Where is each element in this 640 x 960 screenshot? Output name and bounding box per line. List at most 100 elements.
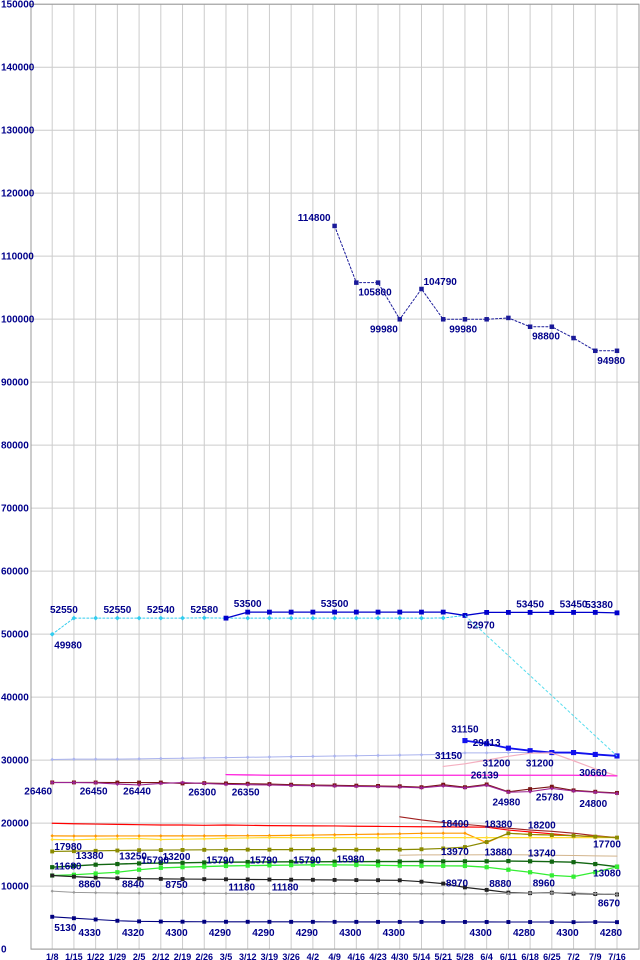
svg-text:53450: 53450 xyxy=(560,599,588,610)
svg-text:30000: 30000 xyxy=(1,756,29,767)
svg-text:104790: 104790 xyxy=(423,277,457,288)
svg-text:110000: 110000 xyxy=(1,252,34,263)
svg-text:50000: 50000 xyxy=(1,630,29,641)
svg-text:120000: 120000 xyxy=(1,189,35,200)
svg-text:2/12: 2/12 xyxy=(152,952,170,960)
svg-text:13380: 13380 xyxy=(76,851,104,862)
svg-text:31150: 31150 xyxy=(435,751,463,762)
svg-text:5/14: 5/14 xyxy=(413,952,431,960)
svg-text:40000: 40000 xyxy=(1,693,29,704)
svg-text:1/15: 1/15 xyxy=(65,952,83,960)
svg-text:53380: 53380 xyxy=(585,600,613,611)
svg-text:1/8: 1/8 xyxy=(46,952,59,960)
svg-text:53500: 53500 xyxy=(321,599,349,610)
svg-text:4280: 4280 xyxy=(513,928,536,939)
svg-text:90000: 90000 xyxy=(1,378,29,389)
svg-text:8670: 8670 xyxy=(598,898,621,909)
svg-text:60000: 60000 xyxy=(1,567,29,578)
svg-text:52580: 52580 xyxy=(190,605,218,616)
svg-text:3/12: 3/12 xyxy=(239,952,257,960)
svg-text:52550: 52550 xyxy=(103,605,131,616)
svg-text:20000: 20000 xyxy=(1,819,29,830)
svg-text:31200: 31200 xyxy=(482,759,510,770)
svg-text:98800: 98800 xyxy=(532,332,560,343)
svg-text:4300: 4300 xyxy=(165,928,188,939)
svg-text:4300: 4300 xyxy=(339,928,362,939)
svg-text:4300: 4300 xyxy=(556,928,579,939)
svg-text:11180: 11180 xyxy=(272,883,299,894)
svg-text:15790: 15790 xyxy=(206,856,234,867)
svg-text:8960: 8960 xyxy=(533,879,556,890)
svg-text:8880: 8880 xyxy=(489,879,512,890)
svg-text:4300: 4300 xyxy=(470,928,493,939)
svg-text:30660: 30660 xyxy=(579,768,607,779)
svg-text:29413: 29413 xyxy=(473,738,501,749)
svg-text:15980: 15980 xyxy=(337,854,365,865)
svg-text:26440: 26440 xyxy=(123,787,151,798)
svg-text:52970: 52970 xyxy=(467,620,495,631)
svg-text:18200: 18200 xyxy=(528,820,556,831)
svg-text:13970: 13970 xyxy=(441,847,469,858)
svg-text:13880: 13880 xyxy=(484,848,512,859)
svg-text:4290: 4290 xyxy=(252,928,275,939)
svg-text:99980: 99980 xyxy=(449,324,477,335)
svg-text:4/2: 4/2 xyxy=(307,952,320,960)
svg-text:4/9: 4/9 xyxy=(328,952,341,960)
svg-text:53500: 53500 xyxy=(234,599,262,610)
svg-text:140000: 140000 xyxy=(1,63,35,74)
svg-text:4330: 4330 xyxy=(79,928,102,939)
svg-text:80000: 80000 xyxy=(1,441,29,452)
svg-text:31200: 31200 xyxy=(526,759,554,770)
svg-text:13080: 13080 xyxy=(593,869,621,880)
svg-text:13200: 13200 xyxy=(163,852,191,863)
svg-text:24800: 24800 xyxy=(579,799,607,810)
svg-text:53450: 53450 xyxy=(516,599,544,610)
svg-text:18380: 18380 xyxy=(484,819,512,830)
svg-text:4/16: 4/16 xyxy=(348,952,366,960)
svg-text:8970: 8970 xyxy=(446,879,469,890)
svg-text:4/23: 4/23 xyxy=(369,952,387,960)
svg-text:3/5: 3/5 xyxy=(220,952,233,960)
svg-text:4290: 4290 xyxy=(296,928,319,939)
svg-text:4300: 4300 xyxy=(383,928,406,939)
svg-text:5/21: 5/21 xyxy=(434,952,452,960)
svg-text:1/29: 1/29 xyxy=(109,952,127,960)
svg-text:18400: 18400 xyxy=(441,819,469,830)
svg-text:3/26: 3/26 xyxy=(282,952,300,960)
svg-text:25780: 25780 xyxy=(536,793,564,804)
svg-text:15790: 15790 xyxy=(293,856,321,867)
svg-text:3/19: 3/19 xyxy=(261,952,279,960)
svg-text:26450: 26450 xyxy=(80,786,108,797)
svg-text:13250: 13250 xyxy=(119,852,147,863)
svg-text:150000: 150000 xyxy=(1,0,35,11)
svg-text:52550: 52550 xyxy=(50,605,78,616)
svg-text:6/11: 6/11 xyxy=(500,952,517,960)
svg-text:7/16: 7/16 xyxy=(608,952,626,960)
svg-text:7/9: 7/9 xyxy=(589,952,602,960)
svg-text:94980: 94980 xyxy=(597,356,625,367)
svg-text:8750: 8750 xyxy=(165,880,188,891)
svg-text:2/26: 2/26 xyxy=(195,952,213,960)
svg-text:49980: 49980 xyxy=(54,640,82,651)
svg-text:26300: 26300 xyxy=(188,787,216,798)
svg-text:99980: 99980 xyxy=(370,324,398,335)
svg-text:26139: 26139 xyxy=(471,770,499,781)
svg-text:70000: 70000 xyxy=(1,504,29,515)
svg-text:13740: 13740 xyxy=(528,849,556,860)
svg-text:1/22: 1/22 xyxy=(87,952,105,960)
svg-text:11180: 11180 xyxy=(228,883,255,894)
svg-text:6/25: 6/25 xyxy=(543,952,561,960)
svg-text:4280: 4280 xyxy=(600,928,623,939)
svg-text:2/19: 2/19 xyxy=(174,952,192,960)
svg-text:10000: 10000 xyxy=(1,882,29,893)
svg-text:24980: 24980 xyxy=(492,798,520,809)
svg-text:26350: 26350 xyxy=(232,788,260,799)
svg-text:15790: 15790 xyxy=(250,856,278,867)
svg-text:52540: 52540 xyxy=(147,605,175,616)
svg-text:4290: 4290 xyxy=(209,928,232,939)
svg-text:6/18: 6/18 xyxy=(521,952,539,960)
svg-text:8840: 8840 xyxy=(122,879,145,890)
svg-text:11680: 11680 xyxy=(54,862,82,873)
svg-text:100000: 100000 xyxy=(1,315,35,326)
svg-text:130000: 130000 xyxy=(1,126,35,137)
